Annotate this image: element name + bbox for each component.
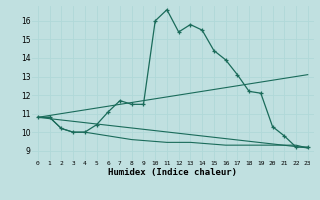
X-axis label: Humidex (Indice chaleur): Humidex (Indice chaleur) — [108, 168, 237, 177]
